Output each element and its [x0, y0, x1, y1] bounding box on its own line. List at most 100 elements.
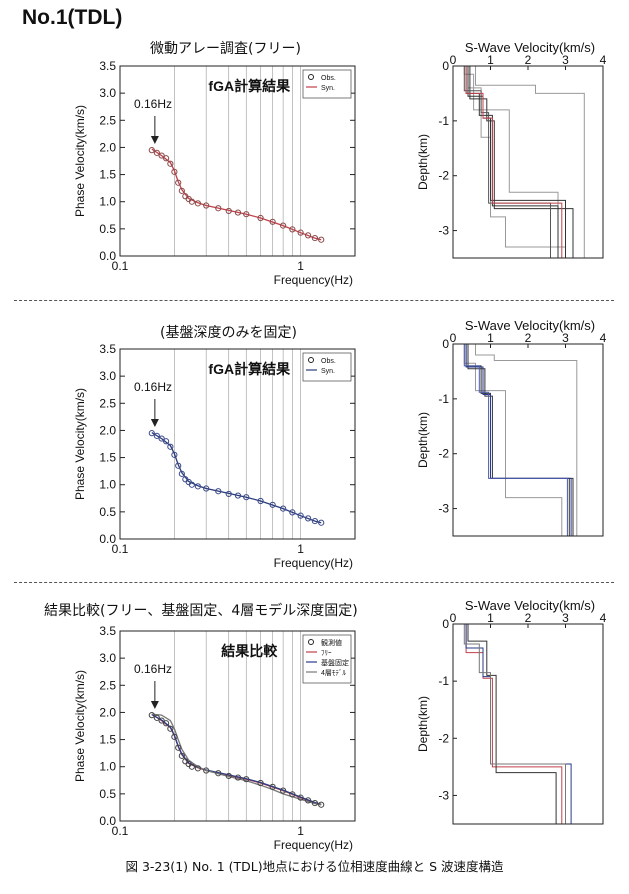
- legend-box: [302, 634, 352, 684]
- y-tick-label: 1.0: [99, 195, 116, 209]
- y-tick-label: 0.5: [99, 222, 116, 236]
- velocity-profile-7: [465, 66, 563, 258]
- y-tick-label: -1: [438, 392, 449, 406]
- data-point: [257, 214, 264, 222]
- data-point: [243, 776, 250, 783]
- velocity-profile-2: [465, 344, 570, 536]
- data-point: [305, 797, 312, 804]
- y-tick-label: 2.0: [99, 423, 116, 437]
- series-line-3: [151, 713, 322, 806]
- data-point: [175, 462, 182, 469]
- x-tick-label: 1: [297, 259, 304, 273]
- x-tick-label: 2: [525, 53, 532, 67]
- data-point: [225, 207, 232, 215]
- data-point: [148, 430, 155, 437]
- y-tick-label: -1: [438, 114, 449, 128]
- y-tick-label: 2.5: [99, 113, 116, 127]
- data-point: [280, 505, 287, 512]
- plot-frame: [452, 623, 604, 825]
- data-point: [305, 232, 312, 239]
- data-point: [163, 155, 170, 162]
- y-tick-label: 3.5: [99, 59, 116, 73]
- y-axis-label: Phase Velocity(km/s): [73, 388, 87, 500]
- data-point: [225, 772, 232, 780]
- legend-label: Obs.: [321, 358, 336, 365]
- y-tick-label: 0: [442, 59, 449, 73]
- data-point: [175, 179, 182, 186]
- x-axis-label: Frequency(Hz): [274, 556, 353, 570]
- data-point: [280, 222, 287, 229]
- data-point: [318, 236, 325, 243]
- data-point: [175, 744, 182, 751]
- data-point: [215, 770, 222, 777]
- plot-frame: [452, 343, 604, 537]
- plot-frame: [119, 348, 356, 540]
- data-point: [243, 211, 250, 218]
- data-point: [203, 767, 210, 774]
- y-tick-label: -1: [438, 674, 449, 688]
- data-point: [225, 490, 232, 498]
- x-tick-label: 3: [562, 53, 569, 67]
- data-point: [188, 481, 195, 488]
- section-title-free: 微動アレー調査(フリー): [150, 41, 301, 57]
- y-axis-label: Depth(km): [416, 134, 430, 190]
- data-point: [234, 209, 242, 216]
- data-point: [318, 519, 325, 526]
- velocity-profile-5: [463, 344, 568, 536]
- data-point: [243, 494, 250, 501]
- data-point: [148, 712, 155, 719]
- x-tick-label: 0: [450, 611, 457, 625]
- velocity-profile-6: [463, 66, 551, 258]
- y-axis-label: Phase Velocity(km/s): [73, 670, 87, 782]
- data-point: [280, 787, 287, 794]
- y-axis-label: Phase Velocity(km/s): [73, 105, 87, 217]
- s-wave-profile-compare: S-Wave Velocity(km/s) 0 1 2 3 4 0 -1 -2 -3 Depth(k…: [416, 598, 607, 825]
- x-tick-label: 4: [600, 611, 607, 625]
- y-tick-label: 2.0: [99, 705, 116, 719]
- section-divider: [14, 300, 614, 301]
- data-point: [163, 438, 170, 445]
- x-tick-label: 1: [487, 331, 494, 345]
- data-point: [158, 717, 165, 724]
- data-point: [148, 147, 155, 154]
- y-tick-label: 3.5: [99, 342, 116, 356]
- data-point: [297, 512, 304, 519]
- y-tick-label: 1.0: [99, 760, 116, 774]
- y-tick-label: -2: [438, 731, 449, 745]
- series-line-1: [151, 713, 322, 806]
- x-axis-label: Frequency(Hz): [274, 838, 353, 852]
- y-tick-label: 0.5: [99, 505, 116, 519]
- x-tick-label: 4: [600, 53, 607, 67]
- annotation-label: 0.16Hz: [134, 380, 172, 394]
- velocity-profile-5: [469, 66, 574, 258]
- phase-velocity-chart-compare: 0.0 0.5 1.0 1.5 2.0 2.5 3.0 3.5 0.1 1Frequency(Hz…: [73, 624, 356, 852]
- y-tick-label: 0: [442, 337, 449, 351]
- data-point: [203, 202, 210, 209]
- y-tick-label: 0: [442, 617, 449, 631]
- legend-label: Syn.: [321, 368, 335, 375]
- velocity-profile-3: [467, 344, 574, 536]
- data-point: [167, 443, 174, 450]
- legend-marker: [308, 357, 314, 363]
- velocity-profile-1: [475, 344, 578, 536]
- data-point: [215, 205, 222, 212]
- x-tick-label: 1: [487, 611, 494, 625]
- y-tick-label: 2.0: [99, 140, 116, 154]
- s-wave-profile-free: S-Wave Velocity(km/s) 0 1 2 3 4 0 -1 -2 -3 Depth(k…: [416, 40, 607, 259]
- data-point: [289, 791, 296, 798]
- data-point: [167, 725, 174, 732]
- x-tick-label: 0.1: [112, 542, 129, 556]
- plot-frame: [119, 65, 356, 257]
- y-tick-label: -2: [438, 169, 449, 183]
- y-tick-label: 3.0: [99, 651, 116, 665]
- data-point: [158, 435, 165, 442]
- series-line-1: [151, 148, 322, 241]
- legend-label: ﾌﾘｰ: [321, 650, 332, 657]
- data-point: [194, 765, 202, 772]
- velocity-profile-3: [465, 66, 559, 258]
- y-tick-label: -3: [438, 502, 449, 516]
- data-point: [269, 501, 276, 508]
- legend-label: 観測値: [321, 638, 342, 647]
- y-tick-label: -3: [438, 788, 449, 802]
- data-point: [171, 733, 178, 740]
